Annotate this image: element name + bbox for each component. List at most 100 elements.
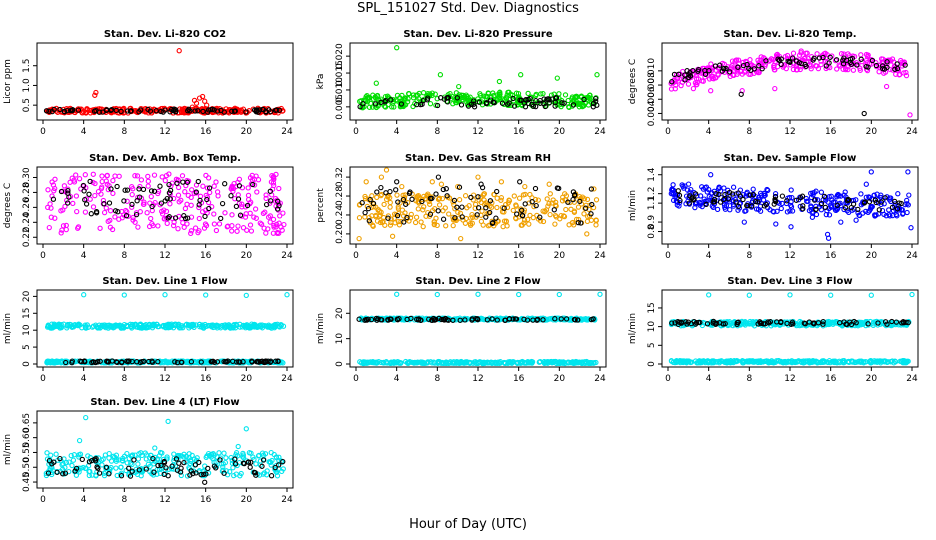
- data-point: [396, 316, 402, 322]
- data-point: [506, 197, 512, 203]
- data-point: [857, 67, 863, 73]
- data-point: [516, 195, 523, 201]
- data-point: [710, 76, 717, 82]
- data-point: [232, 108, 238, 114]
- data-point: [882, 358, 889, 364]
- data-point: [105, 186, 111, 193]
- data-point: [63, 226, 69, 233]
- data-point: [276, 107, 283, 113]
- data-point: [229, 228, 235, 234]
- data-point: [372, 103, 378, 109]
- data-point: [703, 201, 709, 208]
- data-point: [686, 72, 692, 78]
- data-point: [669, 320, 675, 326]
- x-tick-label: 8: [434, 127, 440, 137]
- data-point: [876, 207, 882, 213]
- data-point: [784, 320, 790, 327]
- data-point: [463, 98, 469, 104]
- y-tick-label: 0.55: [22, 442, 32, 462]
- data-point: [75, 107, 82, 113]
- data-point: [433, 191, 439, 197]
- data-point: [194, 455, 200, 461]
- data-point: [268, 198, 274, 204]
- data-point: [186, 106, 192, 112]
- outlier-point: [908, 225, 914, 231]
- data-point: [758, 54, 764, 60]
- y-axis-label: ml/min: [316, 313, 326, 344]
- y-tick-label: 0: [22, 361, 32, 367]
- data-point: [472, 201, 479, 208]
- data-point: [234, 228, 240, 234]
- data-point: [362, 195, 369, 202]
- data-point: [858, 191, 864, 197]
- data-point: [746, 71, 752, 77]
- data-point: [409, 196, 415, 202]
- data-point: [858, 52, 864, 58]
- data-point: [134, 173, 141, 179]
- data-point: [837, 63, 843, 69]
- data-point: [92, 192, 98, 199]
- data-point: [103, 107, 110, 114]
- data-point: [527, 212, 533, 219]
- data-point: [863, 359, 869, 365]
- panel-title: Stan. Dev. Amb. Box Temp.: [89, 153, 241, 164]
- data-point: [788, 202, 794, 209]
- series-1: [43, 414, 286, 479]
- data-point: [211, 211, 217, 217]
- data-point: [149, 358, 155, 364]
- data-point: [813, 211, 820, 218]
- data-point: [162, 198, 168, 204]
- data-point: [492, 220, 499, 226]
- data-point: [121, 453, 128, 459]
- data-point: [863, 208, 869, 215]
- data-point: [494, 188, 500, 195]
- data-point: [129, 358, 135, 365]
- data-point: [214, 108, 221, 114]
- data-point: [122, 187, 128, 193]
- data-point: [124, 358, 130, 364]
- data-point: [797, 66, 803, 73]
- data-point: [184, 473, 191, 479]
- data-point: [526, 221, 532, 227]
- data-point: [67, 107, 74, 114]
- series-2: [669, 54, 908, 117]
- data-point: [90, 204, 97, 210]
- data-point: [522, 201, 528, 207]
- data-point: [484, 202, 490, 208]
- data-point: [401, 317, 407, 323]
- data-point: [697, 319, 703, 326]
- x-tick-label: 8: [434, 251, 440, 261]
- data-point: [462, 93, 468, 100]
- outlier-point: [83, 414, 89, 421]
- data-point: [263, 201, 270, 208]
- data-point: [412, 359, 419, 366]
- outlier-point: [202, 98, 208, 104]
- data-point: [855, 206, 861, 213]
- outlier-point: [787, 59, 793, 65]
- data-point: [697, 358, 703, 365]
- data-point: [533, 103, 539, 110]
- outlier-point: [176, 48, 182, 54]
- y-tick-label: 5: [647, 342, 657, 348]
- data-point: [242, 322, 248, 329]
- data-point: [378, 96, 384, 102]
- data-point: [506, 100, 512, 106]
- data-point: [72, 322, 78, 328]
- data-point: [198, 471, 204, 478]
- data-point: [219, 322, 225, 329]
- data-point: [804, 50, 810, 56]
- data-point: [73, 172, 79, 178]
- data-point: [62, 203, 68, 210]
- data-point: [170, 222, 177, 229]
- data-point: [384, 360, 390, 366]
- data-point: [572, 360, 578, 366]
- data-point: [875, 322, 881, 328]
- data-point: [483, 100, 490, 107]
- data-point: [894, 213, 900, 219]
- data-point: [198, 359, 204, 365]
- data-point: [239, 324, 245, 330]
- data-point: [53, 358, 59, 365]
- data-point: [280, 466, 286, 472]
- data-point: [196, 228, 202, 234]
